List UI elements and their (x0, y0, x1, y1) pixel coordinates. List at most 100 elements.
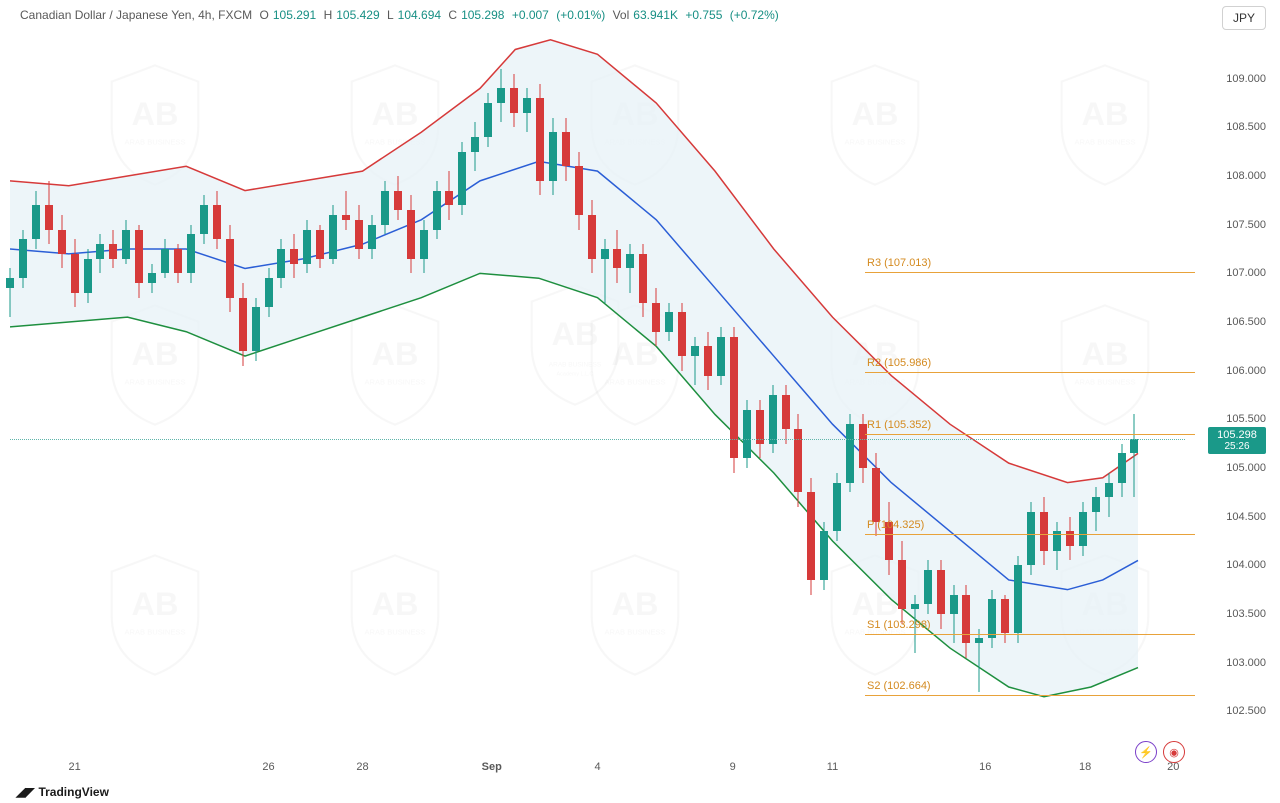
candle (239, 30, 247, 760)
candle (717, 30, 725, 760)
pivot-line-r2 (865, 372, 1195, 373)
candle (368, 30, 376, 760)
ohlc-change-pct: (+0.01%) (556, 8, 605, 22)
candle (445, 30, 453, 760)
chart-container: ABARAB BUSINESSABARAB BUSINESSABARAB BUS… (0, 0, 1280, 803)
candle (872, 30, 880, 760)
candle (911, 30, 919, 760)
candle (109, 30, 117, 760)
x-axis-label: 9 (730, 761, 736, 773)
candle (536, 30, 544, 760)
candle (420, 30, 428, 760)
x-axis-label: Sep (482, 761, 502, 773)
candle (575, 30, 583, 760)
candle (1079, 30, 1087, 760)
candle (1027, 30, 1035, 760)
y-axis-label: 102.500 (1206, 705, 1266, 717)
vol-change-pct: (+0.72%) (730, 8, 779, 22)
candle (265, 30, 273, 760)
candle (652, 30, 660, 760)
candle (226, 30, 234, 760)
plot-area[interactable]: R3 (107.013)R2 (105.986)R1 (105.352)P (1… (10, 30, 1185, 760)
y-axis-label: 109.000 (1206, 73, 1266, 85)
candle (394, 30, 402, 760)
y-axis-label: 103.000 (1206, 657, 1266, 669)
candle (213, 30, 221, 760)
candle (433, 30, 441, 760)
y-axis-label: 105.500 (1206, 413, 1266, 425)
x-axis-label: 26 (262, 761, 274, 773)
candle (704, 30, 712, 760)
candle (588, 30, 596, 760)
pivot-label-s1: S1 (103.298) (867, 619, 931, 631)
candle (355, 30, 363, 760)
candle (988, 30, 996, 760)
candle (510, 30, 518, 760)
candle (549, 30, 557, 760)
candle (898, 30, 906, 760)
vol-value: 63.941K (633, 8, 678, 22)
currency-badge[interactable]: JPY (1222, 6, 1266, 30)
y-axis: 109.000108.500108.000107.500107.000106.5… (1195, 30, 1280, 760)
candle (497, 30, 505, 760)
candle (19, 30, 27, 760)
y-axis-label: 104.500 (1206, 511, 1266, 523)
candle (678, 30, 686, 760)
last-price-line (10, 439, 1185, 440)
action-icons: ⚡ ◉ (1135, 741, 1185, 763)
x-axis-label: 4 (594, 761, 600, 773)
candle (200, 30, 208, 760)
y-axis-label: 104.000 (1206, 559, 1266, 571)
candle (950, 30, 958, 760)
candle (290, 30, 298, 760)
y-axis-label: 108.000 (1206, 170, 1266, 182)
y-axis-label: 103.500 (1206, 608, 1266, 620)
ohlc-h-label: H (324, 8, 333, 22)
candle (562, 30, 570, 760)
candle (769, 30, 777, 760)
ohlc-c-label: C (448, 8, 457, 22)
x-axis-label: 21 (69, 761, 81, 773)
x-axis-label: 16 (979, 761, 991, 773)
vol-change: +0.755 (685, 8, 722, 22)
candle (937, 30, 945, 760)
flash-icon[interactable]: ⚡ (1135, 741, 1157, 763)
candle (96, 30, 104, 760)
vol-label: Vol (613, 8, 630, 22)
x-axis-label: 18 (1079, 761, 1091, 773)
candle (1001, 30, 1009, 760)
candle (187, 30, 195, 760)
pivot-line-s2 (865, 695, 1195, 696)
candle (84, 30, 92, 760)
y-axis-label: 106.000 (1206, 365, 1266, 377)
candle (1040, 30, 1048, 760)
target-icon[interactable]: ◉ (1163, 741, 1185, 763)
pivot-label-r2: R2 (105.986) (867, 357, 931, 369)
price-tag[interactable]: 105.29825:26 (1208, 427, 1266, 454)
candle (71, 30, 79, 760)
candle (613, 30, 621, 760)
candle (885, 30, 893, 760)
candle (329, 30, 337, 760)
candle (174, 30, 182, 760)
candle (277, 30, 285, 760)
ohlc-o: 105.291 (273, 8, 316, 22)
candle (626, 30, 634, 760)
candle (484, 30, 492, 760)
candle (1014, 30, 1022, 760)
candle (782, 30, 790, 760)
tradingview-icon: ◢◤ (16, 785, 34, 799)
footer-brand: ◢◤TradingView (16, 785, 109, 799)
candle (303, 30, 311, 760)
ohlc-l-label: L (387, 8, 394, 22)
pivot-label-r3: R3 (107.013) (867, 257, 931, 269)
pivot-line-r1 (865, 434, 1195, 435)
candle (691, 30, 699, 760)
y-axis-label: 107.500 (1206, 219, 1266, 231)
candle (252, 30, 260, 760)
candle (962, 30, 970, 760)
candle (975, 30, 983, 760)
pivot-label-s2: S2 (102.664) (867, 680, 931, 692)
y-axis-label: 105.000 (1206, 462, 1266, 474)
symbol-text: Canadian Dollar / Japanese Yen, 4h, FXCM (20, 8, 252, 22)
